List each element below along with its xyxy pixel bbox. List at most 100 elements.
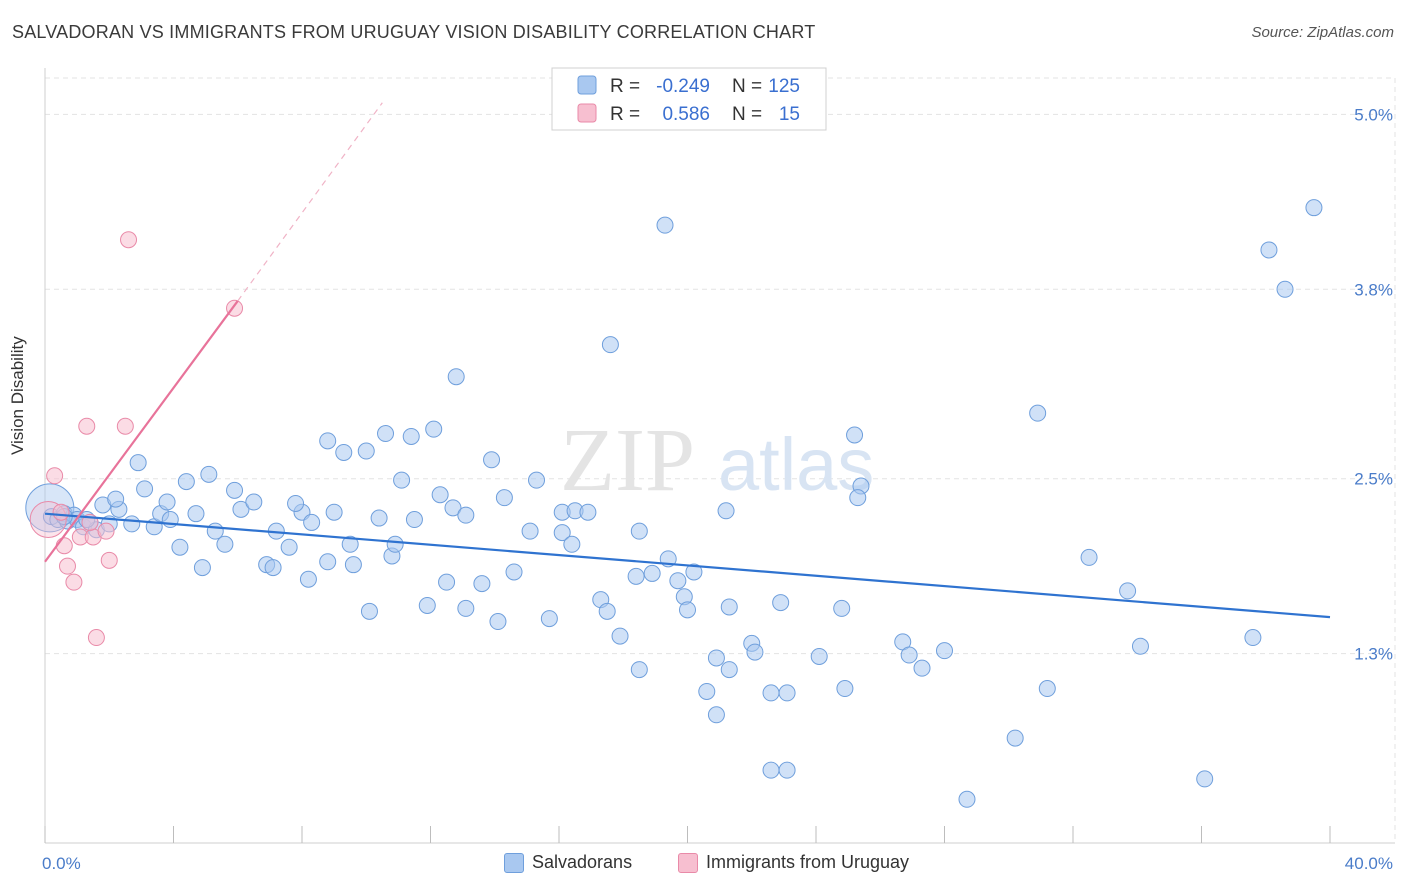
salvadorans-point-26 — [232, 500, 250, 518]
stats-legend: R = -0.249 N = 125 R = 0.586 N = 15 — [551, 67, 827, 131]
salvadorans-point-100 — [846, 426, 864, 444]
y-tick-label-0: 1.3% — [1354, 645, 1393, 664]
salvadorans-point-46 — [386, 535, 404, 553]
salvadorans-point-109 — [1006, 729, 1024, 747]
salvadorans-point-108 — [958, 790, 976, 808]
salvadorans-point-20 — [187, 505, 205, 523]
salvadorans-point-31 — [280, 538, 298, 556]
watermark-zip: ZIP — [560, 411, 695, 510]
salvadorans-point-72 — [598, 602, 616, 620]
legend-item-uruguay: Immigrants from Uruguay — [678, 852, 909, 873]
salvadorans-point-86 — [707, 649, 725, 667]
uruguay-point-8 — [87, 629, 105, 647]
salvadorans-point-116 — [1244, 629, 1262, 647]
uruguay-point-10 — [100, 551, 118, 569]
salvadorans-point-106 — [913, 659, 931, 677]
salvadorans-point-24 — [216, 535, 234, 553]
salvadorans-point-64 — [528, 471, 546, 489]
salvadorans-point-118 — [1276, 280, 1294, 298]
salvadorans-point-75 — [627, 567, 645, 585]
salvadorans-point-95 — [772, 594, 790, 612]
salvadorans-point-113 — [1119, 582, 1137, 600]
salvadorans-point-117 — [1260, 241, 1278, 259]
salvadorans-point-33 — [303, 513, 321, 531]
salvadorans-point-87 — [707, 706, 725, 724]
salvadorans-point-29 — [264, 559, 282, 577]
uruguay-point-11 — [116, 417, 134, 435]
salvadorans-point-14 — [136, 480, 154, 498]
legend-label-salvadorans: Salvadorans — [532, 852, 633, 872]
salvadorans-point-38 — [319, 432, 337, 450]
salvadorans-point-13 — [129, 454, 147, 472]
salvadorans-point-103 — [833, 599, 851, 617]
salvadorans-point-70 — [579, 503, 597, 521]
salvadorans-point-37 — [341, 535, 359, 553]
salvadorans-point-88 — [720, 661, 738, 679]
salvadorans-point-56 — [457, 506, 475, 524]
salvadorans-point-12 — [123, 515, 141, 533]
r-value-pink: 0.586 — [662, 104, 710, 125]
stats-swatch-blue — [577, 75, 597, 95]
salvadorans-point-27 — [245, 493, 263, 511]
tick-labels: 1.3% 2.5% 3.8% 5.0% 0.0% 40.0% — [42, 105, 1393, 873]
salvadorans-point-18 — [171, 538, 189, 556]
salvadorans-point-34 — [319, 553, 337, 571]
trend-line-uruguay — [44, 300, 239, 563]
salvadorans-point-60 — [489, 613, 507, 631]
salvadorans-point-48 — [402, 427, 420, 445]
salvadorans-point-35 — [325, 503, 343, 521]
chart-title: SALVADORAN VS IMMIGRANTS FROM URUGUAY VI… — [12, 22, 816, 42]
salvadorans-point-78 — [630, 661, 648, 679]
salvadorans-point-97 — [778, 761, 796, 779]
axes — [44, 68, 1395, 844]
uruguay-point-1 — [52, 503, 70, 521]
salvadorans-point-47 — [393, 471, 411, 489]
salvadorans-point-83 — [679, 601, 696, 619]
salvadorans-point-53 — [438, 573, 456, 591]
salvadorans-point-62 — [505, 563, 523, 581]
legend-swatch-blue — [504, 852, 524, 873]
salvadorans-point-94 — [762, 761, 780, 779]
salvadorans-point-39 — [335, 443, 353, 461]
salvadorans-point-107 — [936, 642, 953, 660]
salvadorans-point-98 — [810, 647, 828, 665]
uruguay-point-4 — [65, 573, 83, 591]
legend-item-salvadorans: Salvadorans — [504, 852, 632, 873]
salvadorans-point-99 — [836, 680, 854, 698]
salvadorans-point-59 — [483, 451, 501, 469]
salvadorans-point-124 — [287, 494, 305, 512]
salvadorans-point-74 — [611, 627, 629, 645]
salvadorans-point-76 — [630, 522, 648, 540]
salvadorans-point-114 — [1131, 637, 1149, 655]
salvadorans-point-52 — [431, 486, 449, 504]
salvadorans-point-36 — [299, 570, 317, 588]
salvadorans-point-58 — [473, 575, 491, 593]
y-tick-label-2: 3.8% — [1354, 280, 1393, 299]
salvadorans-point-92 — [746, 643, 764, 661]
trend-line-uruguay-extended — [237, 102, 383, 302]
trend-line-salvadorans — [44, 512, 1331, 619]
salvadorans-point-79 — [656, 216, 674, 234]
salvadorans-point-110 — [1029, 404, 1047, 422]
salvadorans-point-57 — [457, 599, 475, 617]
salvadorans-point-93 — [762, 684, 780, 702]
salvadorans-point-63 — [521, 522, 539, 540]
n-value-pink: 15 — [779, 104, 800, 125]
uruguay-point-0 — [46, 467, 64, 485]
salvadorans-point-23 — [206, 522, 224, 540]
salvadorans-point-22 — [200, 465, 218, 483]
salvadorans-point-68 — [563, 535, 581, 553]
salvadorans-point-19 — [177, 473, 195, 491]
salvadorans-point-42 — [370, 509, 388, 527]
salvadorans-point-90 — [720, 598, 738, 616]
r-value-blue: -0.249 — [656, 76, 710, 97]
source-note: Source: ZipAtlas.com — [1251, 24, 1394, 41]
r-label-blue: R = — [610, 76, 640, 97]
stats-swatch-pink — [577, 103, 597, 123]
series-salvadorans — [25, 199, 1323, 808]
n-label-pink: N = — [732, 104, 762, 125]
salvadorans-point-111 — [1038, 680, 1056, 698]
salvadorans-point-25 — [226, 481, 244, 499]
salvadorans-point-40 — [344, 556, 362, 574]
